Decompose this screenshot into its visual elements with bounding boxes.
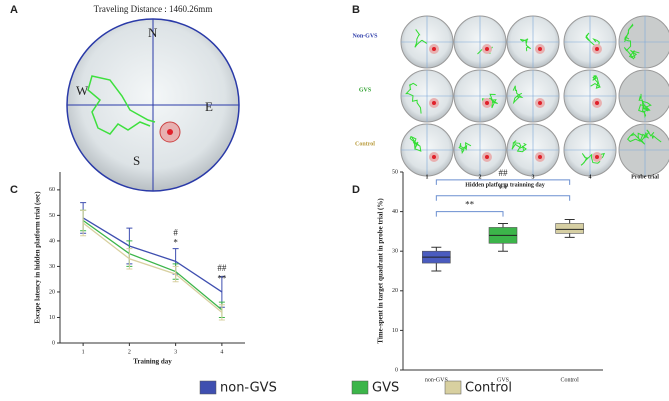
x-tick-label: 3 — [174, 349, 177, 355]
direction: N — [148, 25, 158, 40]
swim-path — [623, 23, 640, 60]
bracket-label: ** — [465, 200, 475, 210]
y-tick-label: 50 — [49, 213, 55, 219]
row-label: Control — [355, 141, 375, 147]
swim-path — [405, 82, 422, 114]
x-axis-label: Training day — [133, 358, 172, 366]
platform-dot — [485, 101, 489, 105]
y-tick-label: 20 — [392, 288, 398, 294]
y-tick-label: 50 — [392, 169, 398, 175]
platform-dot — [167, 129, 173, 135]
platform-dot — [595, 101, 599, 105]
box — [555, 223, 584, 234]
platform-dot — [485, 155, 489, 159]
annotation: * — [173, 238, 178, 248]
x-tick-label: 4 — [220, 349, 223, 355]
swim-path — [638, 93, 652, 118]
y-tick-label: 0 — [52, 340, 55, 346]
platform-dot — [432, 47, 436, 51]
legend-swatch — [444, 380, 462, 395]
y-tick-label: 30 — [49, 264, 55, 270]
bracket-label: ## — [499, 168, 509, 178]
x-tick-label: 1 — [82, 349, 85, 355]
column-label: 3 — [532, 174, 535, 180]
error-bar — [172, 265, 179, 283]
x-tick-label: 2 — [128, 349, 131, 355]
y-tick-label: 10 — [392, 328, 398, 334]
y-tick-label: 40 — [49, 238, 55, 244]
platform-dot — [538, 155, 542, 159]
row-label: GVS — [359, 87, 372, 93]
series-line — [82, 219, 223, 311]
x-tick-label: GVS — [497, 377, 509, 383]
swim-path — [87, 75, 156, 135]
column-label: 4 — [589, 174, 592, 180]
panel-label: A — [10, 4, 18, 16]
platform-dot — [432, 101, 436, 105]
y-tick-label: 40 — [392, 209, 398, 215]
y-tick-label: 0 — [395, 367, 398, 373]
swim-path — [627, 129, 662, 145]
bracket — [435, 179, 571, 185]
swim-path — [519, 38, 532, 52]
annotation: # — [173, 227, 178, 237]
bracket — [435, 211, 504, 217]
swim-path — [458, 142, 472, 155]
annotation: ## — [217, 263, 227, 273]
panel-label: B — [352, 4, 360, 16]
swim-path — [590, 75, 602, 89]
swim-path — [414, 29, 428, 48]
swim-path — [511, 140, 527, 153]
y-tick-label: 60 — [49, 187, 55, 193]
platform-dot — [432, 155, 436, 159]
error-bar — [218, 304, 225, 321]
error-bar — [80, 209, 87, 237]
legend-swatch — [351, 380, 369, 395]
swim-path — [512, 85, 524, 105]
series-line — [82, 222, 223, 313]
legend-label: Control — [465, 381, 512, 396]
bracket-label: ** — [499, 184, 509, 194]
platform-dot — [595, 155, 599, 159]
legend-label: GVS — [372, 381, 399, 396]
direction: S — [133, 153, 140, 168]
platform-dot — [538, 47, 542, 51]
annotation: ** — [217, 273, 227, 283]
series-line — [82, 217, 223, 293]
column-label: 2 — [479, 174, 482, 180]
column-label: 1 — [426, 174, 429, 180]
y-tick-label: 30 — [392, 249, 398, 255]
x-tick-label: Control — [560, 377, 579, 383]
direction: W — [76, 83, 89, 98]
x-axis-label: Hidden platform trainning day — [465, 182, 545, 188]
column-label: Probe trial — [631, 174, 659, 180]
legend-swatch — [199, 380, 217, 395]
bracket — [435, 195, 571, 201]
x-tick-label: non-GVS — [425, 377, 448, 383]
platform-dot — [595, 47, 599, 51]
panel-label: D — [352, 184, 360, 196]
direction: E — [205, 99, 213, 114]
swim-path — [409, 135, 422, 152]
y-axis-label: Escape latency in hidden platform trial … — [34, 191, 42, 324]
error-bar — [126, 248, 133, 270]
panel-label: C — [10, 184, 18, 196]
maze-title: Traveling Distance : 1460.26mm — [94, 4, 213, 14]
legend-label: non-GVS — [220, 381, 277, 396]
platform-dot — [485, 47, 489, 51]
y-tick-label: 20 — [49, 289, 55, 295]
y-axis-label: Time-spent in target quadrant in probe t… — [377, 198, 385, 344]
row-label: Non-GVS — [352, 33, 378, 39]
platform-dot — [538, 101, 542, 105]
y-tick-label: 10 — [49, 315, 55, 321]
